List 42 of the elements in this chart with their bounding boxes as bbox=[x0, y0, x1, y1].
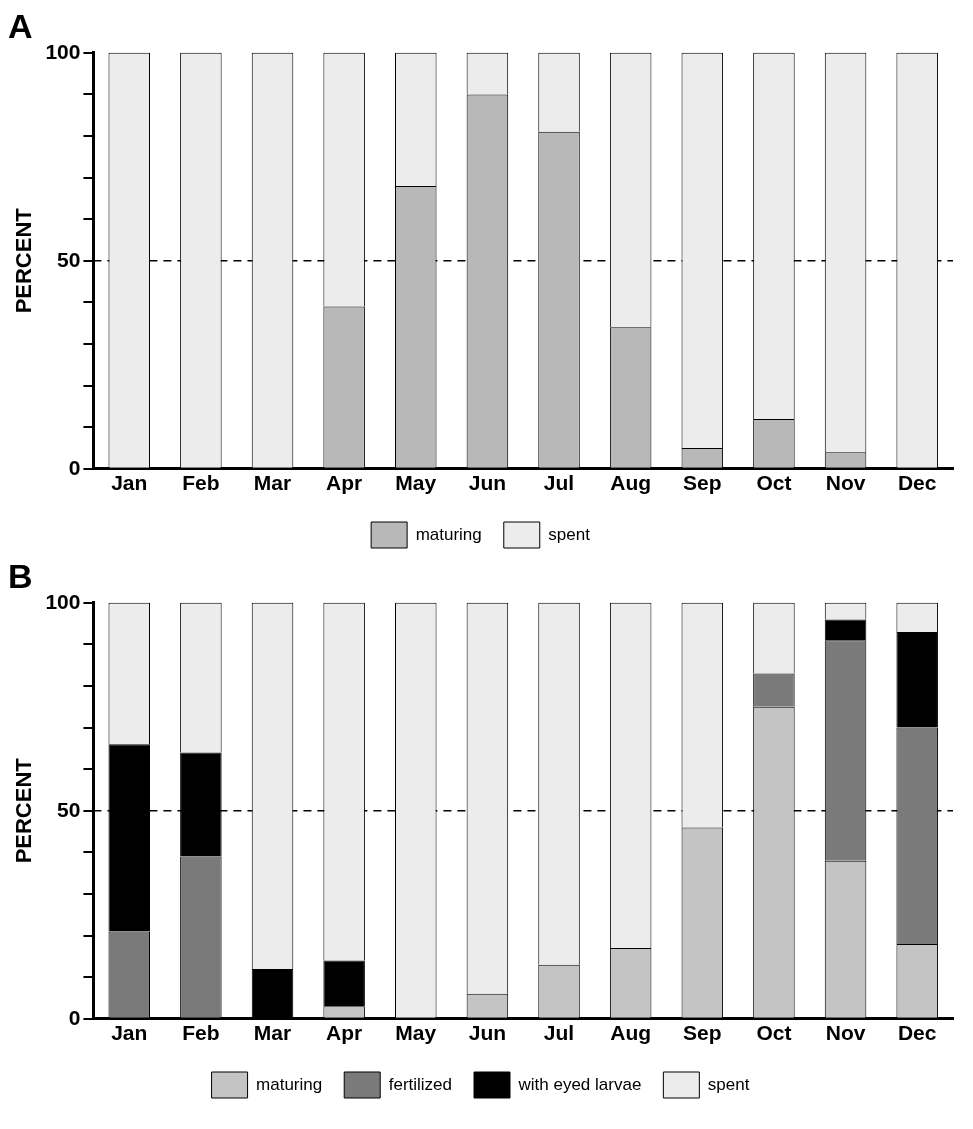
x-tick-label: Sep bbox=[683, 1021, 722, 1045]
x-tick-label: Aug bbox=[610, 471, 652, 495]
x-tick-label: Jul bbox=[543, 1021, 575, 1045]
legend-label: spent bbox=[707, 1074, 750, 1094]
x-tick-label: Nov bbox=[825, 1021, 866, 1045]
x-tick-label: Jan bbox=[111, 1021, 148, 1045]
legend-label: with eyed larvae bbox=[517, 1074, 642, 1094]
x-tick-label: Dec bbox=[897, 471, 937, 495]
y-tick-label: 100 bbox=[45, 589, 81, 613]
x-tick-label: May bbox=[395, 471, 437, 495]
x-tick-label: Sep bbox=[683, 471, 722, 495]
chart-title: A bbox=[8, 6, 33, 45]
legend-label: maturing bbox=[415, 524, 482, 544]
chart-title: B bbox=[8, 556, 33, 595]
x-tick-label: Feb bbox=[182, 1021, 220, 1045]
bar bbox=[323, 960, 365, 1007]
x-tick-label: Jan bbox=[111, 471, 148, 495]
legend-label: spent bbox=[548, 524, 591, 544]
y-tick-label: 50 bbox=[57, 797, 81, 821]
x-tick-label: Mar bbox=[253, 1021, 292, 1045]
x-tick-label: Oct bbox=[756, 471, 792, 495]
x-tick-label: Aug bbox=[610, 1021, 652, 1045]
x-tick-label: Feb bbox=[182, 471, 220, 495]
bar bbox=[896, 631, 938, 728]
legend-label: maturing bbox=[256, 1074, 323, 1094]
x-tick-label: Jun bbox=[468, 471, 507, 495]
x-tick-label: Dec bbox=[897, 1021, 937, 1045]
y-axis-title: PERCENT bbox=[11, 757, 37, 864]
x-tick-label: Nov bbox=[825, 471, 866, 495]
legend-label: fertilized bbox=[388, 1074, 453, 1094]
x-tick-label: Oct bbox=[756, 1021, 792, 1045]
x-tick-label: May bbox=[395, 1021, 437, 1045]
y-tick-label: 0 bbox=[68, 1005, 81, 1029]
x-tick-label: Jul bbox=[543, 471, 575, 495]
x-tick-label: Apr bbox=[326, 1021, 363, 1045]
y-tick-label: 0 bbox=[68, 455, 81, 479]
y-tick-label: 100 bbox=[45, 39, 81, 63]
y-axis-title: PERCENT bbox=[11, 207, 37, 314]
y-tick-label: 50 bbox=[57, 247, 81, 271]
x-tick-label: Jun bbox=[468, 1021, 507, 1045]
x-tick-label: Mar bbox=[253, 471, 292, 495]
x-tick-label: Apr bbox=[326, 471, 363, 495]
